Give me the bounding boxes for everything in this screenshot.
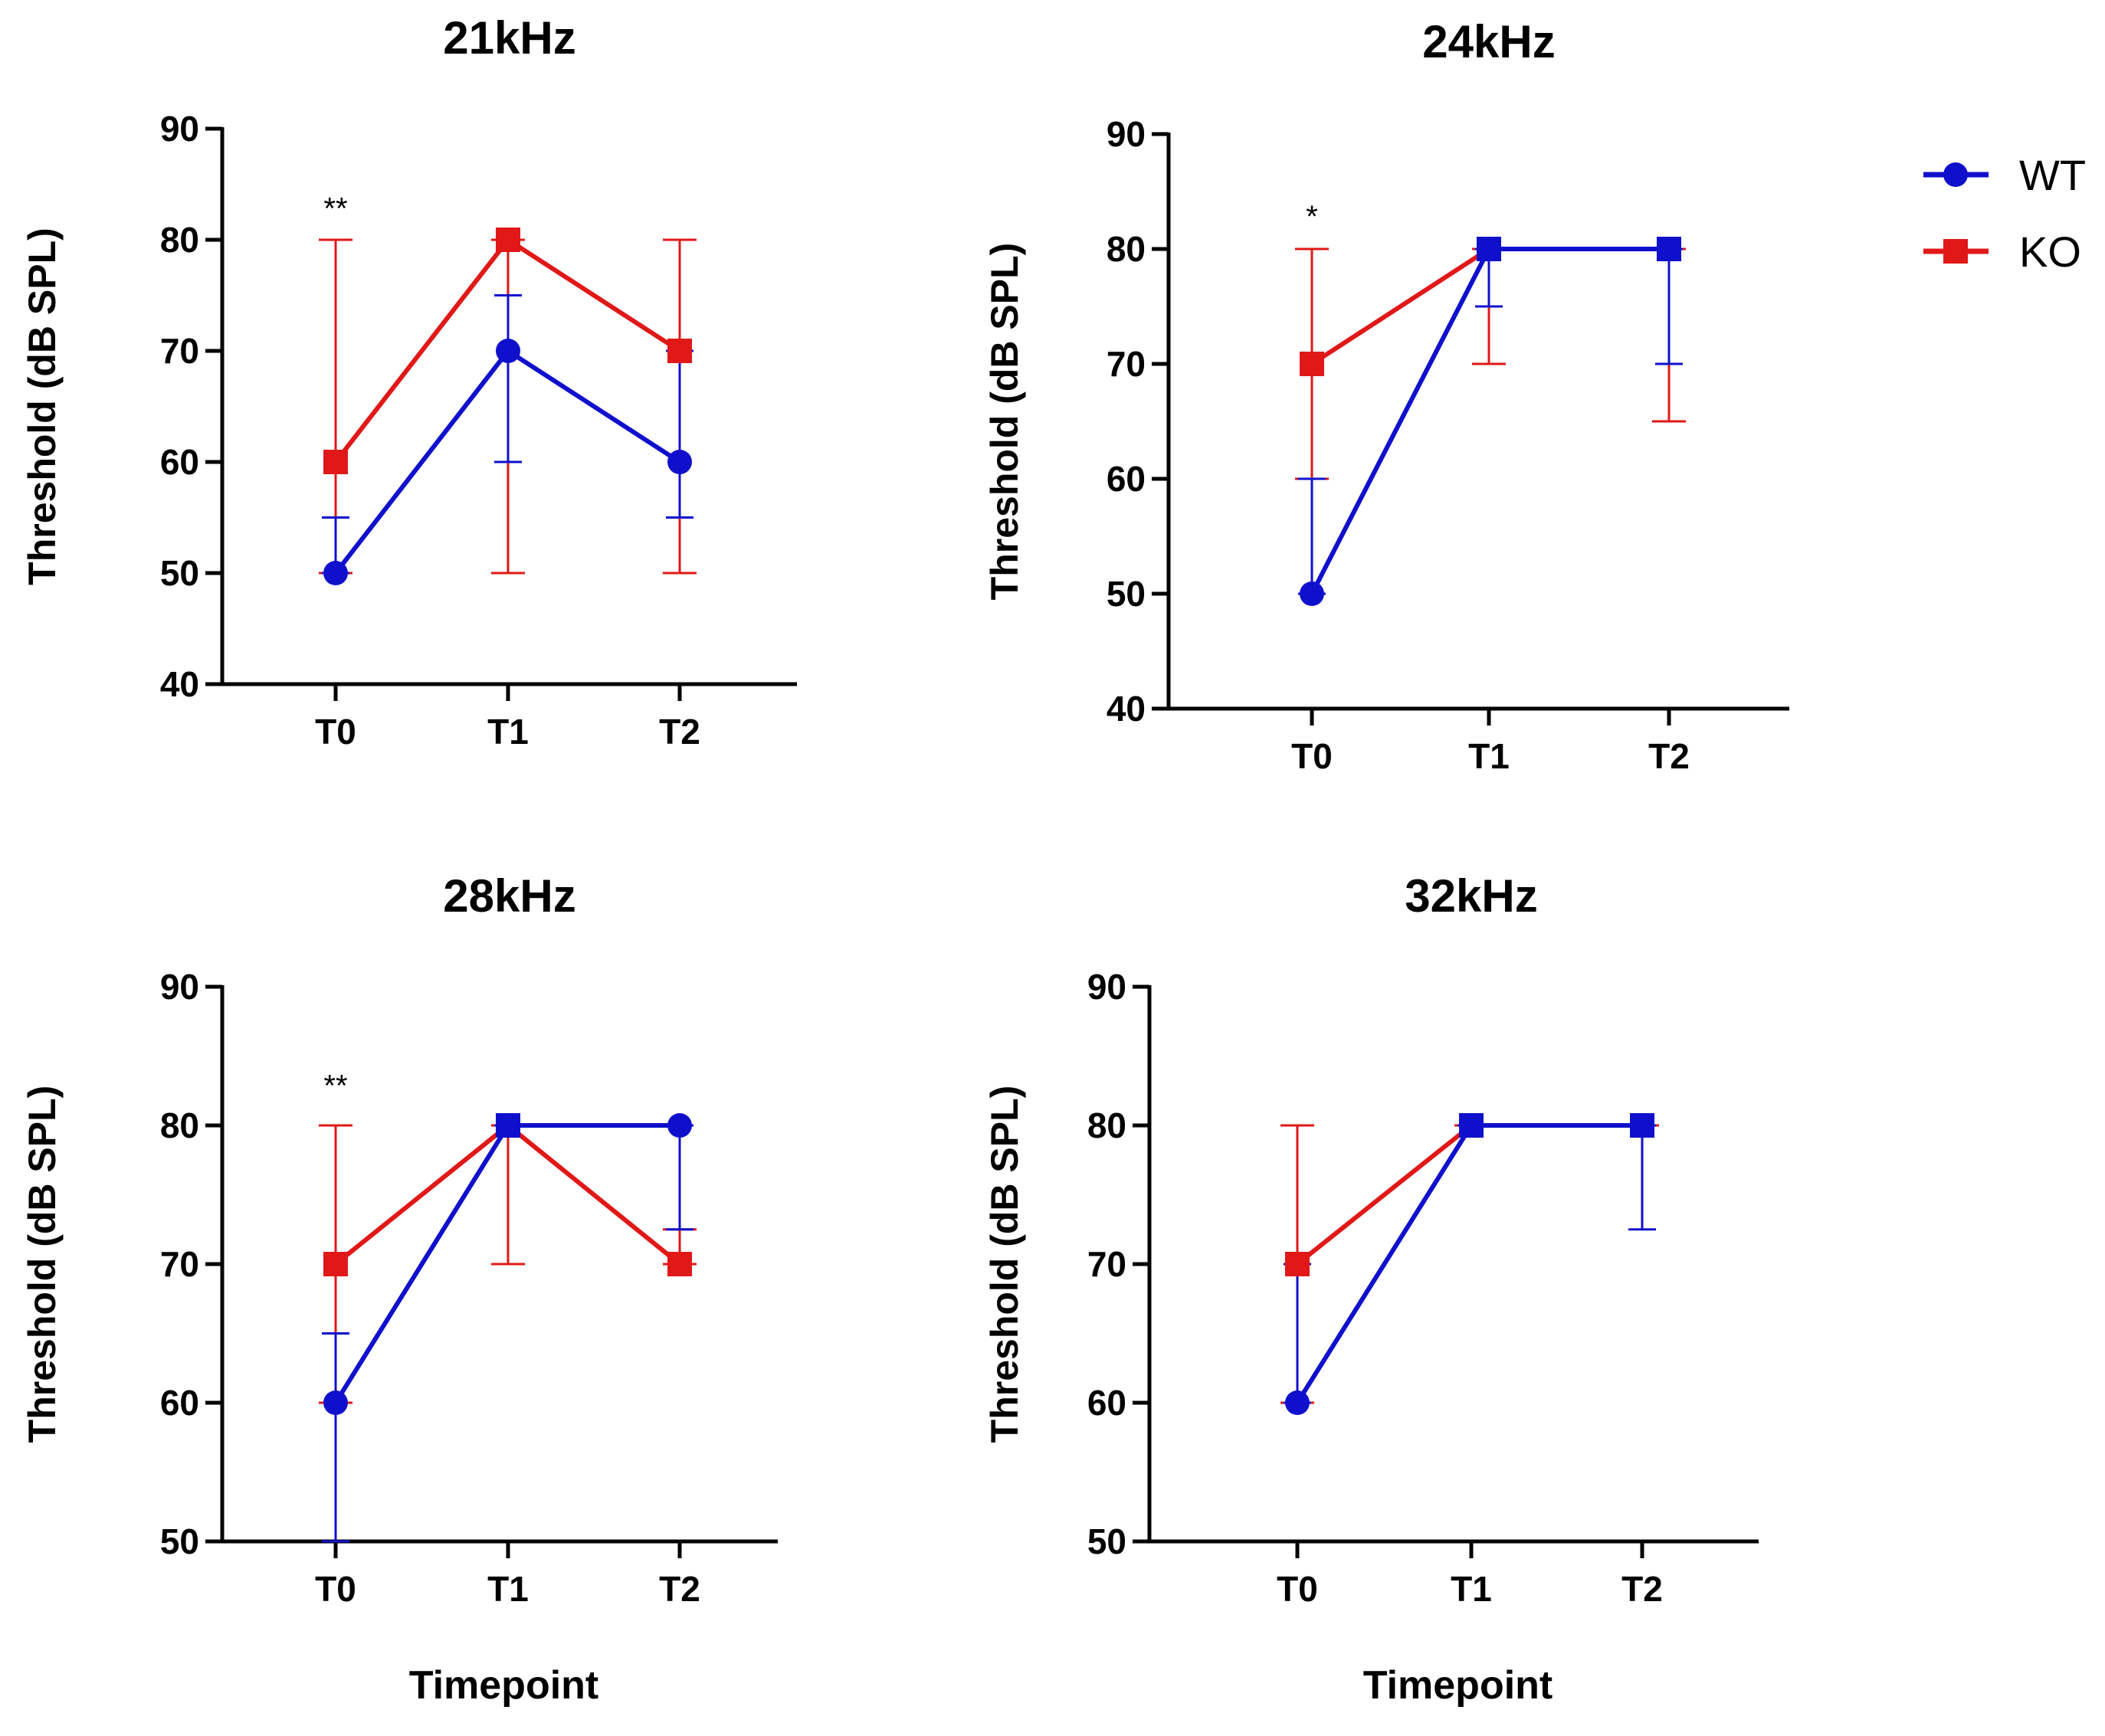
error-bar-wt [494, 294, 522, 463]
data-point-wt [1300, 581, 1324, 606]
x-tick-label: T2 [659, 712, 700, 752]
y-tick-label: 80 [1107, 229, 1146, 269]
data-point-ko [667, 1252, 692, 1276]
data-point-overlap [496, 1113, 520, 1138]
y-tick-label: 50 [160, 553, 199, 593]
panel-28khz: 28kHz 50 60 70 80 90 T0 T1 T2 Threshold (dB SPL) T… [21, 870, 778, 1708]
error-bar-wt [1628, 1124, 1656, 1231]
series-line-wt [1295, 1123, 1642, 1404]
y-axis-label: Threshold (dB SPL) [21, 228, 64, 585]
y-tick-label: 90 [160, 967, 199, 1007]
x-tick-label: T1 [1451, 1569, 1492, 1609]
data-point-overlap [1477, 237, 1501, 261]
data-point-ko [1285, 1252, 1310, 1276]
data-point-overlap [1459, 1113, 1484, 1138]
significance-label: * [1306, 200, 1318, 234]
y-axis-label: Threshold (dB SPL) [983, 243, 1026, 601]
x-tick-label: T2 [659, 1569, 700, 1609]
legend: WT KO [1923, 151, 2086, 276]
y-tick-label: 90 [1087, 967, 1126, 1007]
y-tick-label: 40 [160, 664, 199, 704]
y-tick-label: 60 [160, 1383, 199, 1423]
panel-21khz: 21kHz 40 50 60 70 80 90 T0 T1 T2 Threshold (dB SPL… [21, 12, 797, 752]
y-tick-label: 70 [160, 331, 199, 371]
chart-title: 24kHz [1422, 16, 1555, 67]
data-point-wt [323, 1390, 348, 1415]
error-bar-wt [322, 1332, 349, 1543]
legend-item-ko: KO [1923, 228, 2081, 276]
data-point-ko [323, 450, 348, 474]
data-point-ko [323, 1252, 348, 1276]
x-tick-label: T0 [1277, 1569, 1318, 1609]
y-tick-label: 50 [1087, 1521, 1126, 1561]
legend-wt-marker [1943, 162, 1968, 187]
x-axis-label: Timepoint [409, 1663, 598, 1708]
chart-title: 32kHz [1405, 870, 1537, 922]
y-tick-label: 50 [160, 1521, 199, 1561]
x-tick-label: T1 [487, 1569, 529, 1609]
data-point-overlap [1630, 1113, 1654, 1138]
data-point-wt [667, 1113, 692, 1138]
y-tick-label: 60 [160, 442, 199, 482]
error-bar-wt [1655, 247, 1683, 365]
y-tick-label: 40 [1107, 689, 1146, 729]
series-line-wt [1310, 247, 1669, 595]
y-axis-label: Threshold (dB SPL) [983, 1086, 1026, 1443]
legend-ko-label: KO [2019, 228, 2081, 276]
x-tick-label: T1 [1468, 736, 1510, 776]
x-tick-label: T2 [1648, 736, 1690, 776]
data-point-ko [1300, 352, 1324, 376]
panel-24khz: 24kHz 40 50 60 70 80 90 T0 T1 T2 Threshold (dB SPL… [983, 16, 1789, 776]
significance-label: ** [323, 192, 347, 226]
y-tick-label: 60 [1107, 459, 1146, 499]
legend-item-wt: WT [1923, 151, 2086, 199]
panel-32khz: 32kHz 50 60 70 80 90 T0 T1 T2 Threshold (dB SPL) T… [983, 870, 1759, 1708]
error-bar-wt [1284, 1263, 1311, 1404]
legend-wt-label: WT [2019, 151, 2086, 199]
data-point-wt [496, 339, 520, 363]
y-tick-label: 80 [160, 220, 199, 260]
data-point-wt [1285, 1390, 1310, 1415]
legend-ko-marker [1943, 239, 1968, 264]
data-point-wt [667, 450, 692, 474]
y-tick-label: 70 [1087, 1244, 1126, 1284]
series-line-ko [1296, 1123, 1642, 1266]
error-bar-wt [666, 1124, 693, 1231]
y-axis-label: Threshold (dB SPL) [21, 1086, 64, 1443]
data-point-overlap [1657, 237, 1681, 261]
x-tick-label: T2 [1621, 1569, 1663, 1609]
x-tick-label: T1 [487, 712, 529, 752]
error-bar-wt [666, 349, 693, 519]
y-tick-label: 50 [1107, 574, 1146, 614]
x-axis-label: Timepoint [1363, 1663, 1553, 1708]
data-point-ko [667, 339, 692, 363]
x-tick-label: T0 [1291, 736, 1333, 776]
y-tick-label: 80 [160, 1105, 199, 1145]
y-tick-label: 80 [1087, 1105, 1126, 1145]
x-tick-label: T0 [315, 1569, 356, 1609]
y-tick-label: 90 [1107, 114, 1146, 154]
data-point-wt [323, 561, 348, 585]
chart-title: 21kHz [443, 12, 575, 64]
chart-title: 28kHz [443, 870, 575, 922]
data-point-ko [496, 228, 520, 252]
x-tick-label: T0 [315, 712, 356, 752]
y-tick-label: 90 [160, 109, 199, 149]
y-tick-label: 70 [1107, 344, 1146, 384]
y-tick-label: 60 [1087, 1383, 1126, 1423]
y-tick-label: 70 [160, 1244, 199, 1284]
significance-label: ** [323, 1069, 347, 1103]
